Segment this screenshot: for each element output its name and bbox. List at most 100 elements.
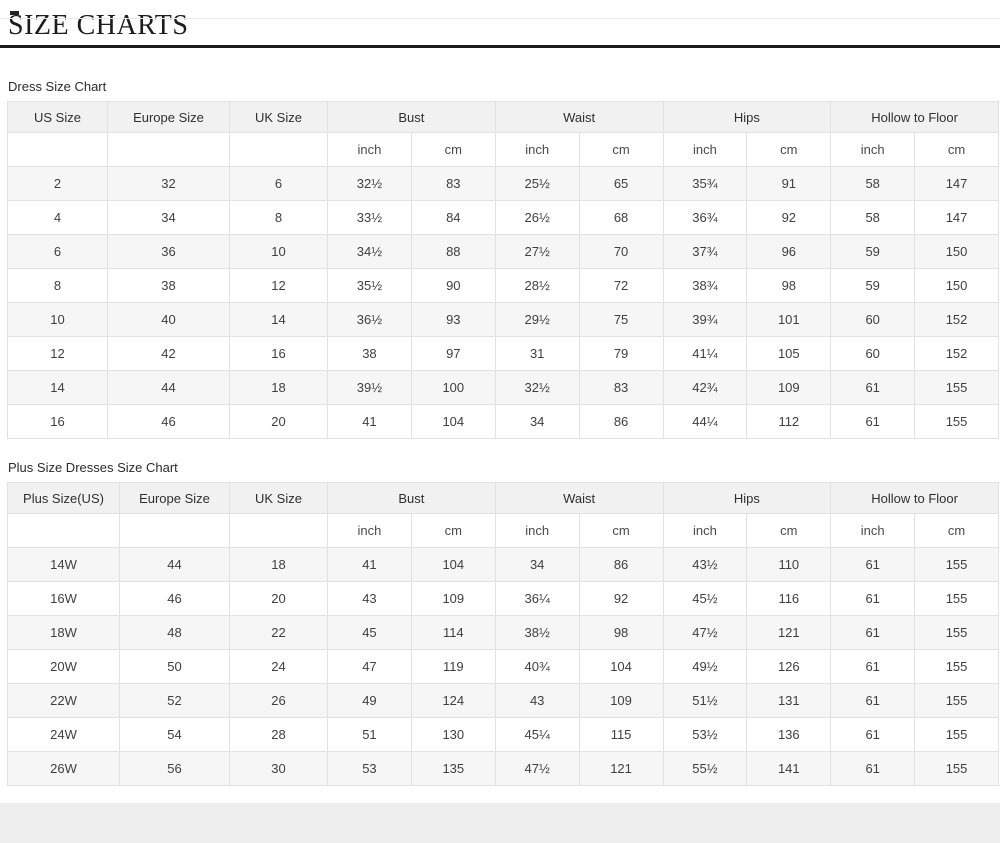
dress-size-chart-label: Dress Size Chart — [8, 79, 107, 94]
table-cell: 39¾ — [662, 302, 748, 337]
title-underline — [0, 45, 1000, 48]
table-cell: 100 — [410, 370, 496, 405]
table-cell: 121 — [578, 751, 664, 786]
column-header: Waist — [494, 482, 664, 514]
table-cell: 51 — [327, 717, 412, 752]
unit-header: inch — [830, 513, 916, 548]
table-cell: 114 — [410, 615, 496, 650]
table-cell: 47½ — [494, 751, 580, 786]
unit-header — [229, 132, 328, 167]
table-cell: 58 — [830, 200, 916, 235]
table-cell: 147 — [914, 166, 999, 201]
table-cell: 72 — [578, 268, 664, 303]
table-cell: 36½ — [327, 302, 412, 337]
table-cell: 98 — [578, 615, 664, 650]
table-cell: 36¾ — [662, 200, 748, 235]
table-cell: 24 — [229, 649, 328, 684]
table-cell: 60 — [830, 336, 916, 371]
table-cell: 59 — [830, 268, 916, 303]
table-cell: 32½ — [494, 370, 580, 405]
table-cell: 97 — [410, 336, 496, 371]
table-cell: 109 — [746, 370, 832, 405]
column-header: US Size — [7, 101, 108, 133]
table-row: 2 32 6 32½ 83 25½ 65 35¾ 91 58 147 — [7, 166, 999, 201]
table-cell: 41 — [327, 404, 412, 439]
page-title: SIZE CHARTS — [8, 10, 189, 41]
column-header: UK Size — [229, 482, 328, 514]
unit-header: inch — [494, 513, 580, 548]
table-cell: 104 — [578, 649, 664, 684]
table-cell: 152 — [914, 302, 999, 337]
unit-header: inch — [830, 132, 916, 167]
column-header: Hips — [662, 482, 832, 514]
table-cell: 126 — [746, 649, 832, 684]
column-header: Hollow to Floor — [830, 101, 999, 133]
table-cell: 98 — [746, 268, 832, 303]
table-cell: 41¼ — [662, 336, 748, 371]
table-cell: 18 — [229, 547, 328, 582]
unit-header — [7, 132, 108, 167]
table-row: 10 40 14 36½ 93 29½ 75 39¾ 101 60 152 — [7, 302, 999, 337]
table-cell: 60 — [830, 302, 916, 337]
table-cell: 135 — [410, 751, 496, 786]
table-cell: 32½ — [327, 166, 412, 201]
table-cell: 51½ — [662, 683, 748, 718]
table-cell: 152 — [914, 336, 999, 371]
table-cell: 92 — [746, 200, 832, 235]
table-cell: 30 — [229, 751, 328, 786]
unit-header: cm — [914, 132, 999, 167]
table-cell: 47½ — [662, 615, 748, 650]
table-cell: 6 — [229, 166, 328, 201]
table-cell: 6 — [7, 234, 108, 269]
unit-header: inch — [662, 513, 748, 548]
table-cell: 41 — [327, 547, 412, 582]
column-header: Hips — [662, 101, 832, 133]
table-row: 26W 56 30 53 135 47½ 121 55½ 141 61 155 — [7, 751, 999, 786]
table-cell: 147 — [914, 200, 999, 235]
table-cell: 109 — [410, 581, 496, 616]
table-cell: 45½ — [662, 581, 748, 616]
table-cell: 116 — [746, 581, 832, 616]
table-row: 22W 52 26 49 124 43 109 51½ 131 61 155 — [7, 683, 999, 718]
table-cell: 24W — [7, 717, 120, 752]
table-cell: 83 — [410, 166, 496, 201]
table-row: 12 42 16 38 97 31 79 41¼ 105 60 152 — [7, 336, 999, 371]
table-cell: 42¾ — [662, 370, 748, 405]
table-cell: 55½ — [662, 751, 748, 786]
table-cell: 8 — [7, 268, 108, 303]
table-cell: 104 — [410, 404, 496, 439]
table-cell: 90 — [410, 268, 496, 303]
table-cell: 75 — [578, 302, 664, 337]
table-cell: 4 — [7, 200, 108, 235]
table-cell: 18W — [7, 615, 120, 650]
table-cell: 47 — [327, 649, 412, 684]
column-header: Bust — [327, 482, 496, 514]
table-cell: 155 — [914, 751, 999, 786]
table-cell: 36 — [107, 234, 230, 269]
table-cell: 61 — [830, 370, 916, 405]
table-cell: 101 — [746, 302, 832, 337]
table-cell: 121 — [746, 615, 832, 650]
table-cell: 14 — [229, 302, 328, 337]
table-cell: 53 — [327, 751, 412, 786]
table-cell: 43½ — [662, 547, 748, 582]
unit-header — [7, 513, 120, 548]
column-header: Europe Size — [107, 101, 230, 133]
table-row: 4 34 8 33½ 84 26½ 68 36¾ 92 58 147 — [7, 200, 999, 235]
table-cell: 155 — [914, 547, 999, 582]
table-cell: 35¾ — [662, 166, 748, 201]
table-cell: 93 — [410, 302, 496, 337]
table-cell: 59 — [830, 234, 916, 269]
table-cell: 109 — [578, 683, 664, 718]
table-cell: 20 — [229, 581, 328, 616]
table-cell: 27½ — [494, 234, 580, 269]
unit-header — [229, 513, 328, 548]
table-cell: 86 — [578, 404, 664, 439]
table-cell: 10 — [7, 302, 108, 337]
table-cell: 46 — [107, 404, 230, 439]
table-cell: 155 — [914, 370, 999, 405]
table-cell: 141 — [746, 751, 832, 786]
table-cell: 92 — [578, 581, 664, 616]
table-row: 24W 54 28 51 130 45¼ 115 53½ 136 61 155 — [7, 717, 999, 752]
table-cell: 14 — [7, 370, 108, 405]
